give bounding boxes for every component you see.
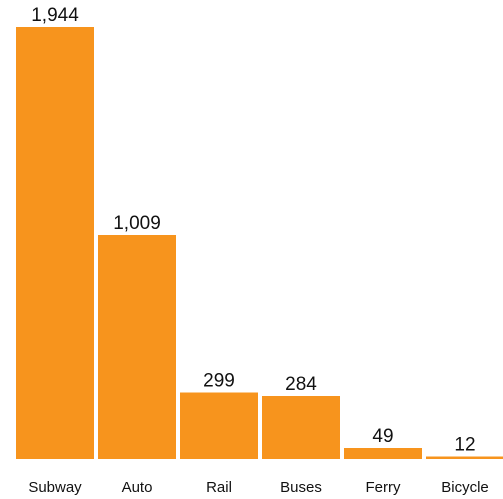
value-label-ferry: 49 [372, 426, 393, 447]
category-label-subway: Subway [28, 479, 82, 496]
value-labels-group: 1,944 1,009 299 284 49 12 [31, 5, 475, 455]
bars-group [16, 27, 503, 459]
bar-bicycle [426, 456, 503, 459]
bar-auto [98, 234, 176, 459]
category-label-auto: Auto [122, 479, 153, 496]
category-label-rail: Rail [206, 479, 232, 496]
value-label-auto: 1,009 [113, 213, 161, 234]
category-label-ferry: Ferry [366, 479, 401, 496]
value-label-rail: 299 [203, 371, 235, 392]
value-label-subway: 1,944 [31, 5, 79, 26]
bar-ferry [344, 448, 422, 459]
value-label-buses: 284 [285, 374, 317, 395]
category-labels-group: Subway Auto Rail Buses Ferry Bicycle [28, 479, 488, 496]
category-label-bicycle: Bicycle [441, 479, 489, 496]
bar-subway [16, 27, 94, 459]
category-label-buses: Buses [280, 479, 322, 496]
bar-rail [180, 392, 258, 459]
bar-buses [262, 395, 340, 459]
value-label-bicycle: 12 [454, 434, 475, 455]
